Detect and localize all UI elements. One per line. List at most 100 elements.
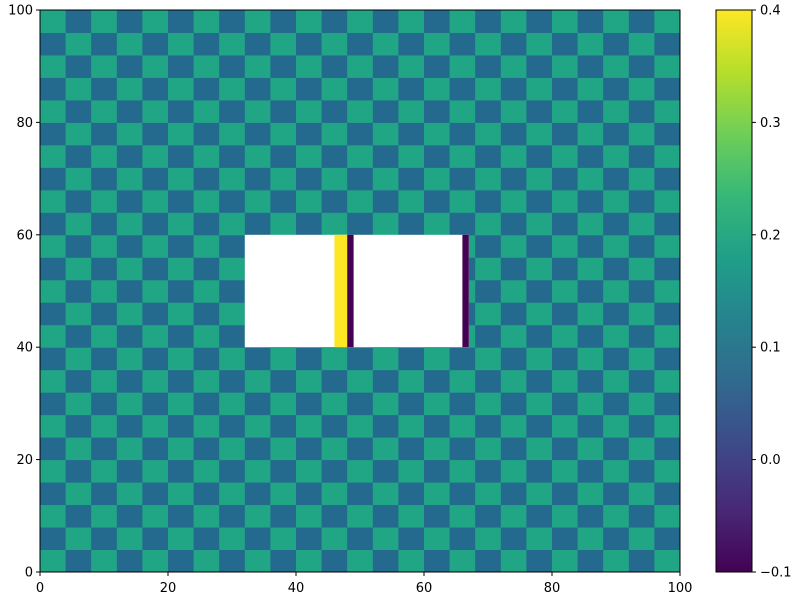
heatmap-cell (578, 212, 604, 235)
heatmap-cell (373, 437, 399, 460)
heatmap-cell (424, 100, 450, 123)
colorbar-tick-label: 0.1 (760, 341, 781, 356)
heatmap-cell (117, 370, 143, 393)
colorbar: −0.10.00.10.20.30.4 (716, 4, 792, 581)
heatmap-cell (450, 347, 476, 370)
heatmap-cell (526, 482, 552, 505)
heatmap-cell (168, 190, 194, 213)
heatmap-cell (347, 370, 373, 393)
heatmap-cell (117, 167, 143, 190)
heatmap-cell (398, 77, 424, 100)
heatmap-cell (40, 550, 66, 573)
heatmap-cell (40, 482, 66, 505)
heatmap-cell (552, 77, 578, 100)
heatmap-cell (66, 415, 92, 438)
heatmap-cell (168, 235, 194, 258)
heatmap-cell (296, 392, 322, 415)
heatmap-cell (578, 302, 604, 325)
heatmap-cell (322, 505, 348, 528)
heatmap-cell (66, 32, 92, 55)
heatmap-cell (219, 415, 245, 438)
heatmap-cell (245, 167, 271, 190)
heatmap-cell (194, 55, 220, 78)
heatmap-cell (142, 550, 168, 573)
heatmap-cell (475, 437, 501, 460)
heatmap-cell (398, 122, 424, 145)
heatmap-cell (194, 437, 220, 460)
heatmap-cell (347, 550, 373, 573)
heatmap-cell (424, 415, 450, 438)
heatmap-cell (322, 212, 348, 235)
heatmap-cell (552, 55, 578, 78)
heatmap-cell (398, 437, 424, 460)
heatmap-cell (219, 10, 245, 33)
heatmap-cell (475, 527, 501, 550)
heatmap-cell (450, 100, 476, 123)
heatmap-cell (552, 145, 578, 168)
heatmap-cell (501, 302, 527, 325)
heatmap-cell (578, 392, 604, 415)
heatmap-cell (501, 257, 527, 280)
heatmap-cell (578, 235, 604, 258)
heatmap-cell (552, 122, 578, 145)
heatmap-cell (450, 550, 476, 573)
heatmap-cell (578, 437, 604, 460)
heatmap-cell (552, 167, 578, 190)
heatmap-cell (501, 190, 527, 213)
heatmap-cell (91, 302, 117, 325)
heatmap-cell (142, 122, 168, 145)
heatmap-cell (91, 347, 117, 370)
heatmap-cell (168, 145, 194, 168)
heatmap-cell (194, 235, 220, 258)
heatmap-cell (91, 55, 117, 78)
heatmap-cell (654, 190, 680, 213)
heatmap-cell (194, 505, 220, 528)
heatmap-cell (629, 415, 655, 438)
heatmap-cell (424, 347, 450, 370)
heatmap-cell (168, 122, 194, 145)
heatmap-cell (552, 280, 578, 303)
heatmap-cell (168, 100, 194, 123)
heatmap-cell (296, 370, 322, 393)
heatmap-cell (270, 190, 296, 213)
heatmap-cell (66, 347, 92, 370)
heatmap-cell (450, 145, 476, 168)
heatmap-cell (168, 392, 194, 415)
heatmap-cell (424, 527, 450, 550)
heatmap-cell (66, 10, 92, 33)
heatmap-cell (603, 347, 629, 370)
heatmap-cell (501, 370, 527, 393)
heatmap-cell (501, 527, 527, 550)
heatmap-cell (398, 55, 424, 78)
heatmap-cell (475, 55, 501, 78)
heatmap-cell (322, 190, 348, 213)
heatmap-cell (578, 527, 604, 550)
heatmap-cell (219, 257, 245, 280)
heatmap-cell (603, 10, 629, 33)
heatmap-cell (654, 280, 680, 303)
heatmap-cell (322, 145, 348, 168)
heatmap-cell (526, 55, 552, 78)
heatmap-cell (117, 235, 143, 258)
heatmap-cell (194, 122, 220, 145)
heatmap-cell (654, 212, 680, 235)
heatmap-cell (40, 325, 66, 348)
heatmap-cell (91, 167, 117, 190)
heatmap-cell (270, 437, 296, 460)
heatmap-cell (117, 460, 143, 483)
colorbar-tick-label: 0.4 (760, 4, 781, 19)
heatmap-cell (40, 257, 66, 280)
heatmap-cell (40, 55, 66, 78)
heatmap-cell (373, 32, 399, 55)
heatmap-cell (168, 10, 194, 33)
heatmap-cell (347, 100, 373, 123)
heatmap-cell (322, 550, 348, 573)
heatmap-cell (91, 550, 117, 573)
heatmap-cell (603, 122, 629, 145)
y-tick-label: 0 (25, 566, 33, 581)
heatmap-cell (347, 437, 373, 460)
heatmap-cell (450, 460, 476, 483)
heatmap-cell (66, 122, 92, 145)
heatmap-cell (66, 527, 92, 550)
